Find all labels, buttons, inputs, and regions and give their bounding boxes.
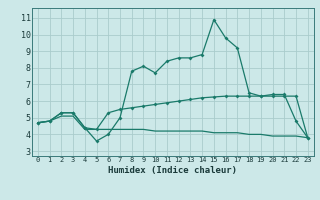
- X-axis label: Humidex (Indice chaleur): Humidex (Indice chaleur): [108, 166, 237, 175]
